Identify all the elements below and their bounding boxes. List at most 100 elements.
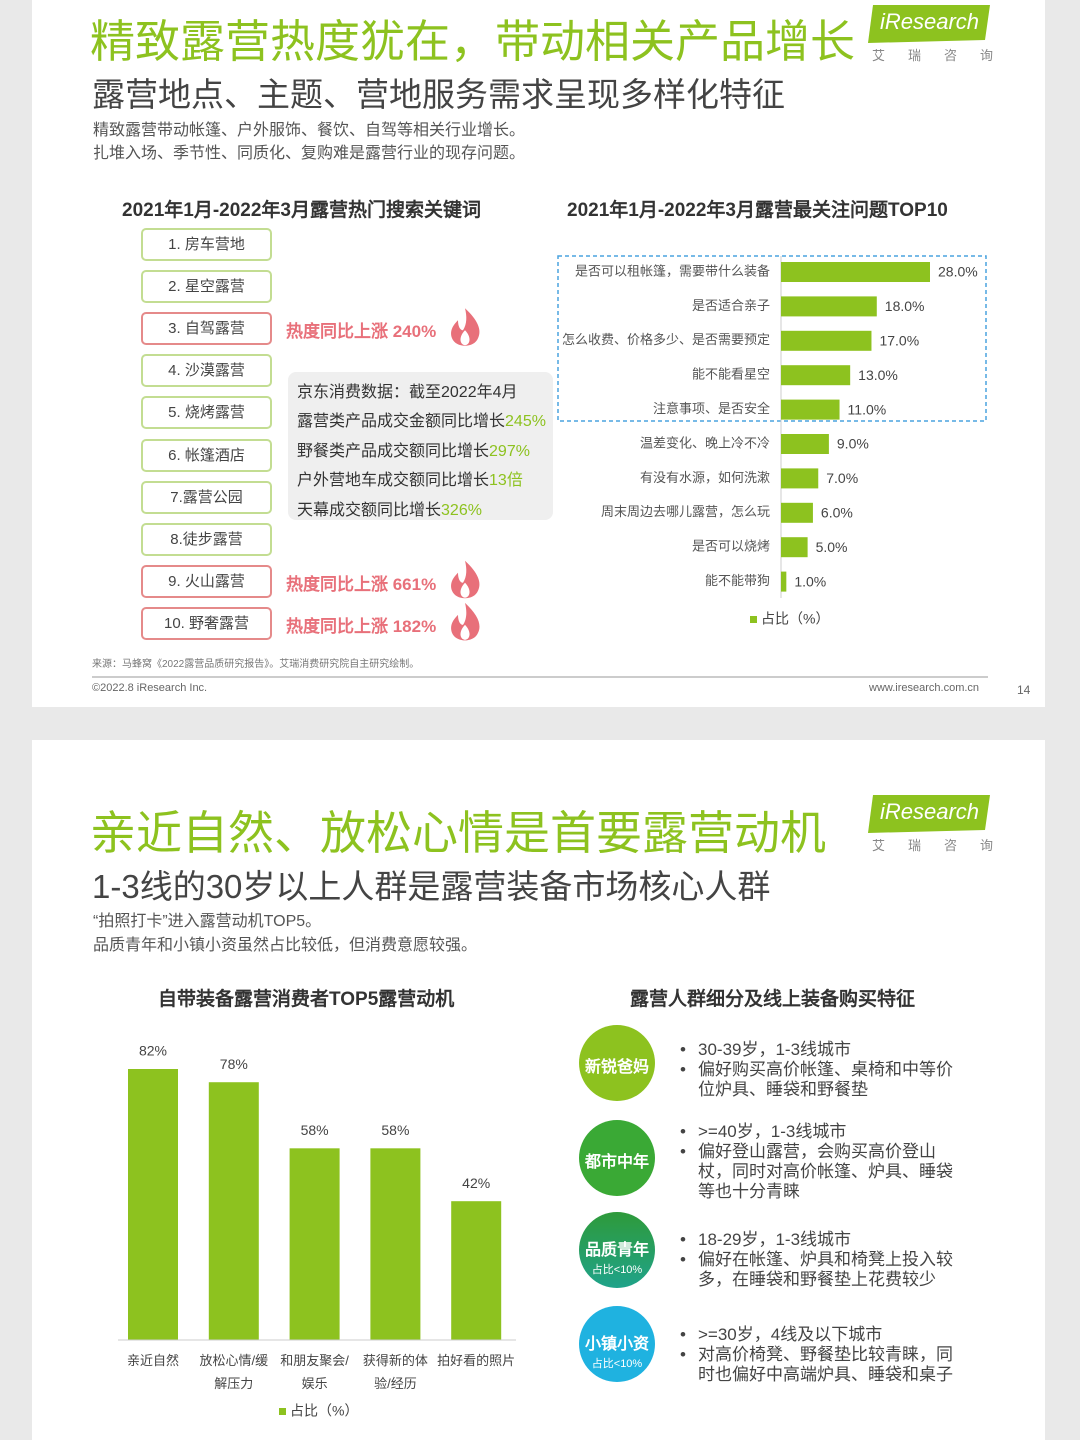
value-label: 5.0%	[816, 539, 848, 555]
jd-line: 天幕成交额同比增长326%	[297, 496, 482, 520]
category-label: 周末周边去哪儿露营，怎么玩	[601, 504, 770, 519]
value-label: 58%	[301, 1122, 329, 1138]
value-label: 17.0%	[879, 333, 919, 349]
value-label: 13.0%	[858, 367, 898, 383]
segment-badge: 都市中年	[579, 1120, 655, 1196]
bullet: 30-39岁，1-3线城市	[680, 1040, 955, 1060]
keyword-box: 10. 野奢露营	[141, 606, 272, 640]
jd-heading: 京东消费数据：截至2022年4月	[297, 384, 518, 401]
segment-share: 占比<10%	[591, 1264, 643, 1276]
flame-icon	[451, 560, 480, 599]
slide-subtitle: 露营地点、主题、营地服务需求呈现多样化特征	[92, 76, 785, 113]
jd-line: 户外营地车成交额同比增长13倍	[297, 466, 523, 490]
bar	[289, 1148, 340, 1340]
keyword-box: 8.徒步露营	[141, 522, 272, 556]
category-label: 能不能看星空	[692, 367, 770, 382]
keyword-box: 4. 沙漠露营	[141, 354, 272, 388]
category-label: 怎么收费、价格多少、是否需要预定	[562, 332, 770, 347]
flame-icon	[451, 602, 480, 641]
bar	[128, 1069, 178, 1340]
bar	[781, 296, 877, 317]
bullet: >=30岁，4线及以下城市	[680, 1325, 955, 1345]
callout: 热度同比上涨 661%	[286, 574, 437, 594]
highlight-box	[557, 255, 987, 422]
jd-highlight: 245%	[505, 413, 546, 430]
value-label: 78%	[220, 1056, 248, 1072]
logo-text: iResearch	[880, 9, 979, 34]
slide-subtitle: 1-3线的30岁以上人群是露营装备市场核心人群	[92, 868, 771, 905]
value-label: 11.0%	[848, 401, 887, 417]
note: 精致露营带动帐篷、户外服饰、餐饮、自驾等相关行业增长。	[93, 122, 526, 139]
bullet: 18-29岁，1-3线城市	[680, 1230, 955, 1250]
logo-text: iResearch	[880, 799, 979, 824]
legend-label: 占比（%）	[761, 611, 829, 627]
segment-name: 品质青年	[584, 1242, 649, 1259]
value-label: 58%	[381, 1122, 409, 1138]
segment-bullets: >=30岁，4线及以下城市对高价椅凳、野餐垫比较青睐，同时也偏好中高端炉具、睡袋…	[680, 1325, 955, 1385]
segment-bullets: >=40岁，1-3线城市偏好登山露营，会购买高价登山杖，同时对高价帐篷、炉具、睡…	[680, 1122, 955, 1202]
chart-title: 自带装备露营消费者TOP5露营动机	[158, 989, 455, 1010]
keyword-box: 7.露营公园	[141, 480, 272, 514]
value-label: 18.0%	[885, 298, 925, 314]
jd-box	[288, 372, 553, 520]
panel-title: 2021年1月-2022年3月露营热门搜索关键词	[122, 200, 481, 221]
bar	[370, 1148, 421, 1340]
jd-text: 天幕成交额同比增长	[297, 502, 442, 520]
flame-core	[460, 330, 470, 346]
bullet: 对高价椅凳、野餐垫比较青睐，同时也偏好中高端炉具、睡袋和桌子	[680, 1345, 955, 1385]
bar	[781, 365, 851, 386]
note: 扎堆入场、季节性、同质化、复购难是露营行业的现存问题。	[93, 145, 526, 162]
bar	[781, 262, 930, 282]
logo-badge	[868, 5, 990, 43]
keyword-box: 3. 自驾露营	[141, 312, 272, 346]
category-label: 有没有水源，如何洗漱	[640, 470, 770, 485]
segment-name: 新锐爸妈	[584, 1059, 649, 1076]
bar	[781, 330, 872, 351]
legend-label: 占比（%）	[290, 1403, 358, 1419]
flame-icon	[451, 308, 480, 346]
value-label: 1.0%	[794, 573, 826, 589]
legend-swatch	[279, 1408, 286, 1415]
bar	[208, 1082, 259, 1340]
logo-badge	[868, 795, 990, 833]
keyword-box: 1. 房车营地	[141, 228, 272, 261]
flame-core	[460, 624, 470, 640]
category-label: 是否可以租帐篷，需要带什么装备	[575, 263, 770, 278]
bar	[781, 571, 787, 592]
slide	[32, 0, 1045, 707]
value-label: 82%	[139, 1043, 167, 1059]
jd-text: 露营类产品成交金额同比增长	[297, 413, 506, 430]
segment-name: 都市中年	[584, 1154, 649, 1171]
panel-title: 露营人群细分及线上装备购买特征	[630, 989, 916, 1010]
category-label: 是否可以烧烤	[692, 539, 770, 554]
page-number: 14	[1017, 683, 1031, 697]
category-label: 能不能带狗	[705, 573, 770, 588]
value-label: 42%	[462, 1175, 490, 1191]
category-label: 拍好看的照片	[437, 1353, 516, 1368]
jd-highlight: 13倍	[489, 472, 523, 490]
segment-bullets: 18-29岁，1-3线城市偏好在帐篷、炉具和椅凳上投入较多，在睡袋和野餐垫上花费…	[680, 1230, 955, 1290]
category-label: 放松心情/缓解压力	[199, 1353, 269, 1391]
keyword-box: 2. 星空露营	[141, 270, 272, 304]
category-label: 获得新的体验/经历	[362, 1353, 428, 1391]
category-label: 和朋友聚会/娱乐	[280, 1353, 349, 1391]
keyword-box: 5. 烧烤露营	[141, 396, 272, 430]
jd-text: 户外营地车成交额同比增长	[297, 472, 490, 490]
segment-badge: 小镇小资 占比<10%	[579, 1306, 655, 1382]
website: www.iresearch.com.cn	[869, 682, 980, 694]
note: “拍照打卡”进入露营动机TOP5。	[93, 913, 322, 930]
bullet: >=40岁，1-3线城市	[680, 1122, 955, 1142]
segment-bullets: 30-39岁，1-3线城市偏好购买高价帐篷、桌椅和中等价位炉具、睡袋和野餐垫	[680, 1040, 955, 1100]
jd-highlight: 297%	[489, 442, 530, 460]
jd-text: 野餐类产品成交额同比增长	[297, 442, 490, 460]
segment-share: 占比<10%	[591, 1358, 643, 1370]
callout: 热度同比上涨 240%	[286, 322, 437, 342]
category-label: 注意事项、是否安全	[653, 401, 770, 416]
category-label: 温差变化、晚上冷不冷	[640, 435, 770, 450]
bar	[451, 1201, 502, 1340]
flame-core	[460, 582, 470, 598]
category-label: 亲近自然	[126, 1353, 179, 1368]
category-label: 是否适合亲子	[692, 298, 770, 313]
value-label: 9.0%	[837, 436, 869, 452]
bullet: 偏好在帐篷、炉具和椅凳上投入较多，在睡袋和野餐垫上花费较少	[680, 1250, 955, 1290]
